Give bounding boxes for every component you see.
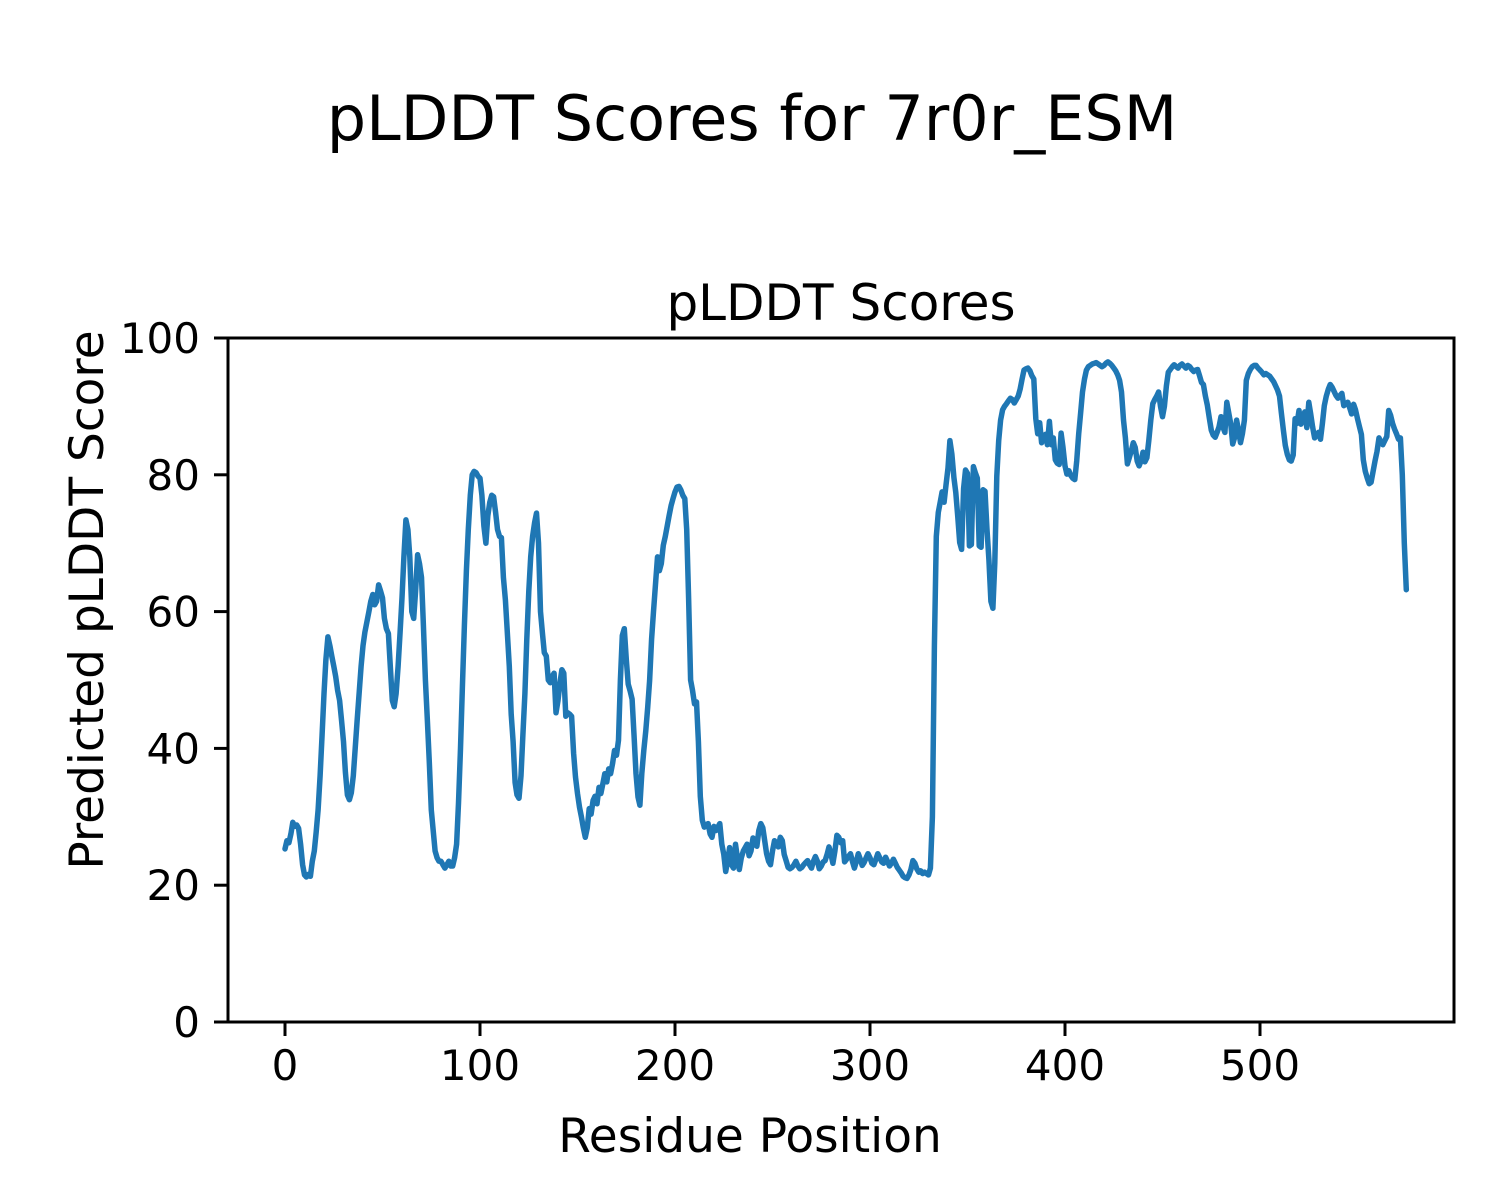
y-tick-label: 0 [173,998,200,1047]
x-tick-label: 200 [635,1041,715,1090]
x-tick-label: 400 [1025,1041,1105,1090]
y-axis-ticks: 0 20 40 60 80 100 [120,314,228,1047]
axes-title: pLDDT Scores [666,274,1015,332]
figure-title: pLDDT Scores for 7r0r_ESM [327,82,1177,155]
plot-area [226,336,1456,1024]
x-axis-label: Residue Position [558,1109,941,1164]
x-tick-label: 0 [272,1041,299,1090]
x-tick-label: 300 [830,1041,910,1090]
y-tick-label: 60 [147,588,200,637]
y-tick-label: 100 [120,314,200,363]
x-tick-label: 500 [1220,1041,1300,1090]
x-tick-label: 100 [440,1041,520,1090]
y-axis-label: Predicted pLDDT Score [60,330,115,869]
y-tick-label: 40 [147,724,200,773]
plddt-line-series [282,359,1410,882]
y-tick-label: 80 [147,451,200,500]
y-tick-label: 20 [147,861,200,910]
x-axis-ticks: 0 100 200 300 400 500 [272,1022,1300,1090]
